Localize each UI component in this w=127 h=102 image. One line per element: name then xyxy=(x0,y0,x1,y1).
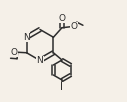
Text: I: I xyxy=(60,83,64,93)
Text: O: O xyxy=(11,48,18,57)
Text: N: N xyxy=(23,33,30,42)
Text: O: O xyxy=(71,22,78,31)
Text: N: N xyxy=(37,56,43,65)
Text: O: O xyxy=(58,14,65,23)
